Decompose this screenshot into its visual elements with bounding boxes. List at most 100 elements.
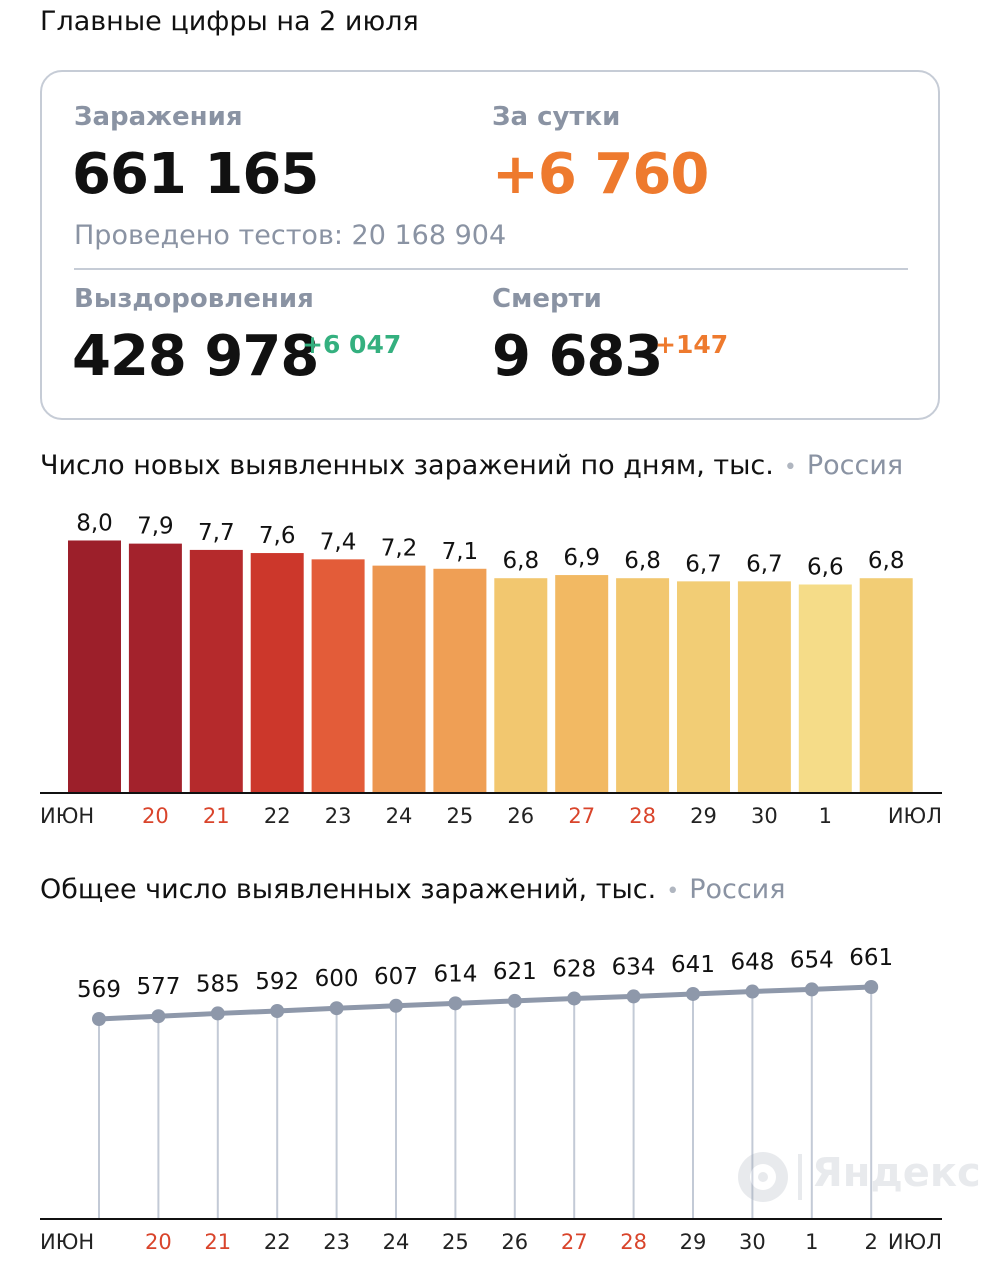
bar-value-label: 7,2 bbox=[381, 536, 418, 562]
bar-value-label: 8,0 bbox=[76, 510, 113, 536]
line-tick-label: 1 bbox=[805, 1230, 818, 1254]
line-value-label: 621 bbox=[493, 959, 537, 985]
bar-value-label: 7,1 bbox=[442, 539, 479, 565]
line-point-1 bbox=[804, 982, 819, 997]
bar-29 bbox=[677, 581, 730, 792]
line-value-label: 628 bbox=[552, 956, 596, 982]
line-point-26 bbox=[507, 993, 522, 1008]
infections-label: Заражения bbox=[74, 102, 243, 132]
recoveries-delta: +6 047 bbox=[302, 330, 402, 359]
bar-26 bbox=[494, 578, 548, 792]
line-tick-label: 25 bbox=[442, 1230, 469, 1254]
summary-card: Заражения 661 165 За сутки +6 760 Провед… bbox=[40, 70, 940, 420]
bar-20 bbox=[128, 543, 182, 792]
line-point-25 bbox=[448, 996, 463, 1011]
line-value-label: 634 bbox=[612, 954, 656, 980]
line-point-27 bbox=[567, 991, 582, 1006]
bar-value-label: 6,9 bbox=[563, 545, 600, 571]
line-tick-label: 21 bbox=[204, 1230, 231, 1254]
line-tick-label: 27 bbox=[561, 1230, 588, 1254]
bar-1 bbox=[798, 584, 852, 792]
line-point-19 bbox=[92, 1012, 106, 1026]
line-value-label: 577 bbox=[136, 974, 180, 1000]
bar-22 bbox=[250, 553, 304, 792]
bar-tick-label: 21 bbox=[203, 804, 230, 828]
bar-value-label: 6,8 bbox=[503, 548, 540, 574]
bar-value-label: 6,8 bbox=[868, 548, 905, 574]
line-value-label: 600 bbox=[315, 966, 359, 992]
line-point-21 bbox=[210, 1006, 225, 1021]
line-tick-label: 2 bbox=[865, 1230, 878, 1254]
bar-value-label: 7,6 bbox=[259, 523, 296, 549]
bar-chart-region-link[interactable]: Россия bbox=[806, 450, 904, 481]
bar-chart-separator: • bbox=[783, 455, 797, 480]
recoveries-value: 428 978 bbox=[72, 324, 319, 389]
bar-value-label: 7,4 bbox=[320, 529, 357, 555]
bar-tick-label: ИЮЛ bbox=[888, 804, 942, 828]
daily-bar-chart: 8,0 7,9 7,7 7,6 7,4 7,2 7,1 6,8 6,9 6,8 6,7 6,7 6,6 6… bbox=[40, 510, 942, 828]
line-point-29 bbox=[686, 986, 700, 1001]
line-value-label: 592 bbox=[255, 969, 299, 995]
line-value-label: 641 bbox=[671, 952, 715, 978]
page-title: Главные цифры на 2 июля bbox=[40, 6, 419, 37]
bar-value-label: 7,9 bbox=[137, 514, 174, 540]
line-value-label: 661 bbox=[849, 945, 893, 971]
line-value-label: 648 bbox=[730, 950, 774, 976]
watermark-divider bbox=[798, 1154, 802, 1200]
line-chart-title: Общее число выявленных заражений, тыс. • Р… bbox=[40, 874, 785, 905]
line-point-23 bbox=[329, 1001, 344, 1016]
bar-value-label: 6,8 bbox=[624, 548, 661, 574]
line-tick-label: 20 bbox=[145, 1230, 172, 1254]
deaths-value: 9 683 bbox=[492, 324, 663, 389]
bar-value-label: 6,7 bbox=[746, 551, 783, 577]
line-point-22 bbox=[270, 1004, 285, 1018]
bar-tick-label: 29 bbox=[690, 804, 717, 828]
bar-value-label: 6,7 bbox=[685, 551, 722, 577]
line-tick-label: 23 bbox=[323, 1230, 350, 1254]
recoveries-label: Выздоровления bbox=[74, 284, 314, 314]
bar-27 bbox=[555, 575, 609, 792]
line-tick-label: 24 bbox=[383, 1230, 410, 1254]
bar-28 bbox=[616, 578, 670, 792]
line-tick-label: 22 bbox=[264, 1230, 291, 1254]
line-point-20 bbox=[151, 1009, 166, 1024]
bar-23 bbox=[311, 559, 365, 792]
line-value-label: 614 bbox=[433, 961, 477, 987]
line-point-30 bbox=[745, 984, 760, 999]
infections-value: 661 165 bbox=[72, 142, 319, 207]
bar-tick-label: 20 bbox=[142, 804, 169, 828]
line-value-label: 654 bbox=[790, 947, 834, 973]
line-tick-label: ИЮЛ bbox=[888, 1230, 942, 1254]
line-value-label: 585 bbox=[196, 971, 240, 997]
bar-tick-label: 25 bbox=[447, 804, 474, 828]
deaths-label: Смерти bbox=[492, 284, 602, 314]
bar-tick-label: ИЮН bbox=[40, 804, 94, 828]
line-tick-label: ИЮН bbox=[40, 1230, 94, 1254]
bar-tick-label: 1 bbox=[819, 804, 832, 828]
bar-24 bbox=[372, 565, 426, 792]
bar-tick-label: 22 bbox=[264, 804, 291, 828]
line-tick-label: 29 bbox=[680, 1230, 707, 1254]
line-series bbox=[96, 984, 874, 1022]
bar-2 bbox=[859, 578, 913, 792]
daily-value: +6 760 bbox=[492, 142, 709, 207]
line-value-label: 607 bbox=[374, 964, 418, 990]
line-value-label: 569 bbox=[77, 977, 121, 1003]
line-tick-label: 30 bbox=[739, 1230, 766, 1254]
bar-chart-title-text: Число новых выявленных заражений по дням… bbox=[40, 450, 774, 481]
bar-value-label: 6,6 bbox=[807, 554, 844, 580]
bar-value-label: 7,7 bbox=[198, 520, 235, 546]
bar-tick-label: 30 bbox=[751, 804, 778, 828]
bar-chart-title: Число новых выявленных заражений по дням… bbox=[40, 450, 903, 481]
line-point-24 bbox=[389, 998, 403, 1013]
line-chart-region-link[interactable]: Россия bbox=[689, 874, 786, 905]
yandex-watermark: Яндекс bbox=[736, 1150, 981, 1210]
bar-19 bbox=[68, 540, 121, 792]
line-chart-title-text: Общее число выявленных заражений, тыс. bbox=[40, 874, 657, 905]
bar-30 bbox=[737, 581, 791, 792]
bar-tick-label: 23 bbox=[325, 804, 352, 828]
bar-21 bbox=[189, 549, 243, 792]
line-tick-label: 26 bbox=[501, 1230, 528, 1254]
cumulative-line-chart: 569 577 585 592 600 607 614 621 628 634 641 648 654 6… bbox=[40, 945, 942, 1254]
line-chart-separator: • bbox=[666, 879, 680, 904]
